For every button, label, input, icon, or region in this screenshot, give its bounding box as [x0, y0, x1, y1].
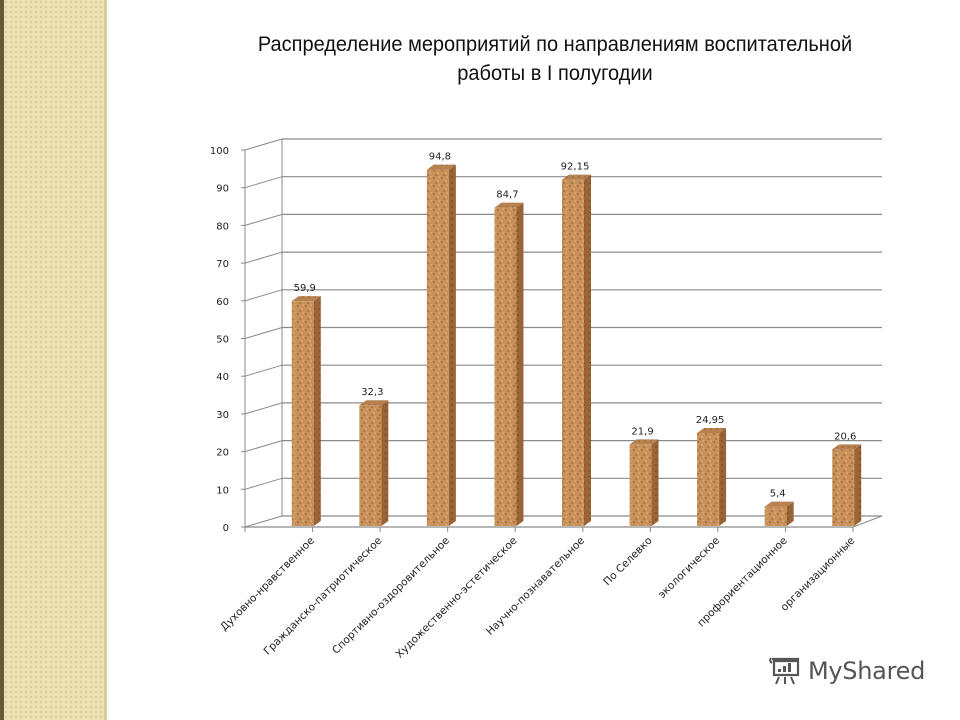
data-label: 20,6 [834, 431, 856, 442]
data-label: 94,8 [429, 152, 451, 163]
bar [494, 202, 524, 526]
bar [291, 296, 321, 526]
data-label: 92,15 [561, 162, 590, 173]
chart-bars [291, 164, 862, 527]
chart-title-line-1: Распределение мероприятий по направления… [257, 32, 853, 56]
x-category-label: Художественно-эстетическое [394, 535, 520, 661]
presentation-board-icon [769, 657, 800, 685]
decorative-sidebar [0, 0, 107, 720]
data-label: 59,9 [294, 283, 316, 294]
bar [359, 400, 389, 526]
x-category-label: организационные [778, 535, 857, 614]
data-label: 32,3 [361, 387, 383, 398]
data-label: 24,95 [696, 415, 725, 426]
data-label: 84,7 [496, 190, 518, 201]
x-category-label: Гражданско-патриотическое [262, 535, 385, 658]
x-category-label: По Селевко [601, 535, 654, 588]
y-tick-label: 0 [223, 523, 229, 534]
data-label: 21,9 [631, 426, 653, 437]
y-tick-label: 90 [216, 184, 229, 195]
myshared-watermark: MyShared [768, 656, 925, 686]
chart-gridlines [241, 138, 883, 532]
bar [562, 174, 591, 527]
y-tick-label: 70 [216, 259, 229, 270]
bar [697, 427, 727, 526]
chart-title-line-2: работы в I полугодии [457, 61, 653, 85]
x-category-label: экологическое [656, 535, 722, 601]
y-tick-label: 20 [216, 448, 229, 459]
y-tick-label: 100 [210, 146, 229, 157]
y-tick-label: 40 [216, 372, 229, 383]
bar [764, 501, 794, 526]
bar [426, 164, 456, 526]
y-tick-label: 50 [216, 335, 229, 346]
y-tick-label: 10 [216, 485, 229, 496]
y-tick-label: 60 [216, 297, 229, 308]
x-category-label: Спортивно-оздоровительное [330, 535, 452, 657]
bar [832, 444, 862, 526]
y-tick-label: 30 [216, 410, 229, 421]
bar [629, 439, 659, 526]
y-tick-label: 80 [216, 221, 229, 232]
chart-title: Распределение мероприятий по направления… [197, 30, 913, 88]
watermark-text: MyShared [808, 657, 926, 685]
data-label: 5,4 [770, 489, 786, 500]
